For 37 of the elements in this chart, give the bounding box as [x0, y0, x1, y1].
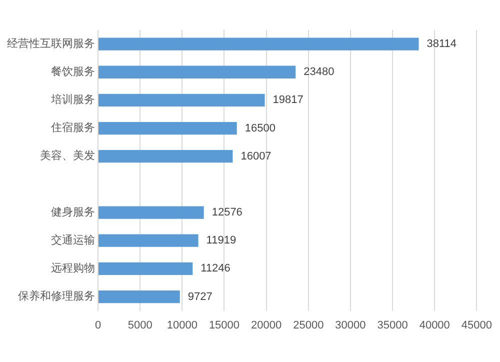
data-label: 23480 — [304, 66, 334, 78]
data-label: 38114 — [426, 38, 457, 50]
bar — [98, 234, 198, 247]
data-label: 11919 — [206, 234, 236, 247]
bar — [98, 66, 296, 78]
bar — [98, 290, 180, 304]
x-tick-label: 10000 — [166, 319, 198, 332]
data-label: 16007 — [240, 150, 272, 162]
x-tick-label: 40000 — [419, 319, 450, 332]
x-tick-label: 15000 — [208, 319, 240, 332]
data-label: 16500 — [244, 122, 276, 134]
data-label: 9727 — [188, 290, 212, 303]
x-tick-label: 0 — [94, 319, 102, 332]
y-tick-label: 住宿服务 — [51, 121, 95, 134]
x-tick-label: 30000 — [335, 319, 366, 332]
x-tick-label: 25000 — [293, 319, 324, 332]
y-tick-label: 餐饮服务 — [51, 64, 95, 78]
y-tick-label: 健身服务 — [51, 205, 95, 218]
y-tick-label: 交通运输 — [51, 233, 95, 246]
y-tick-label: 远程购物 — [51, 262, 95, 275]
x-tick-label: 5000 — [128, 319, 152, 332]
bar — [98, 150, 233, 163]
bar — [98, 206, 204, 219]
bar — [98, 122, 237, 135]
x-tick-label: 35000 — [377, 319, 408, 332]
y-tick-label: 培训服务 — [50, 93, 95, 106]
y-tick-label: 保养和修理服务 — [18, 290, 95, 303]
data-label: 11246 — [200, 262, 230, 275]
bar — [98, 262, 193, 275]
bar — [98, 38, 419, 50]
bar — [98, 94, 265, 107]
y-tick-label: 美容、美发 — [40, 149, 95, 162]
y-tick-label: 经营性互联网服务 — [7, 36, 95, 50]
x-tick-label: 20000 — [251, 319, 282, 332]
data-label: 12576 — [212, 206, 242, 219]
x-tick-label: 45000 — [461, 319, 492, 332]
data-label: 19817 — [272, 94, 304, 106]
